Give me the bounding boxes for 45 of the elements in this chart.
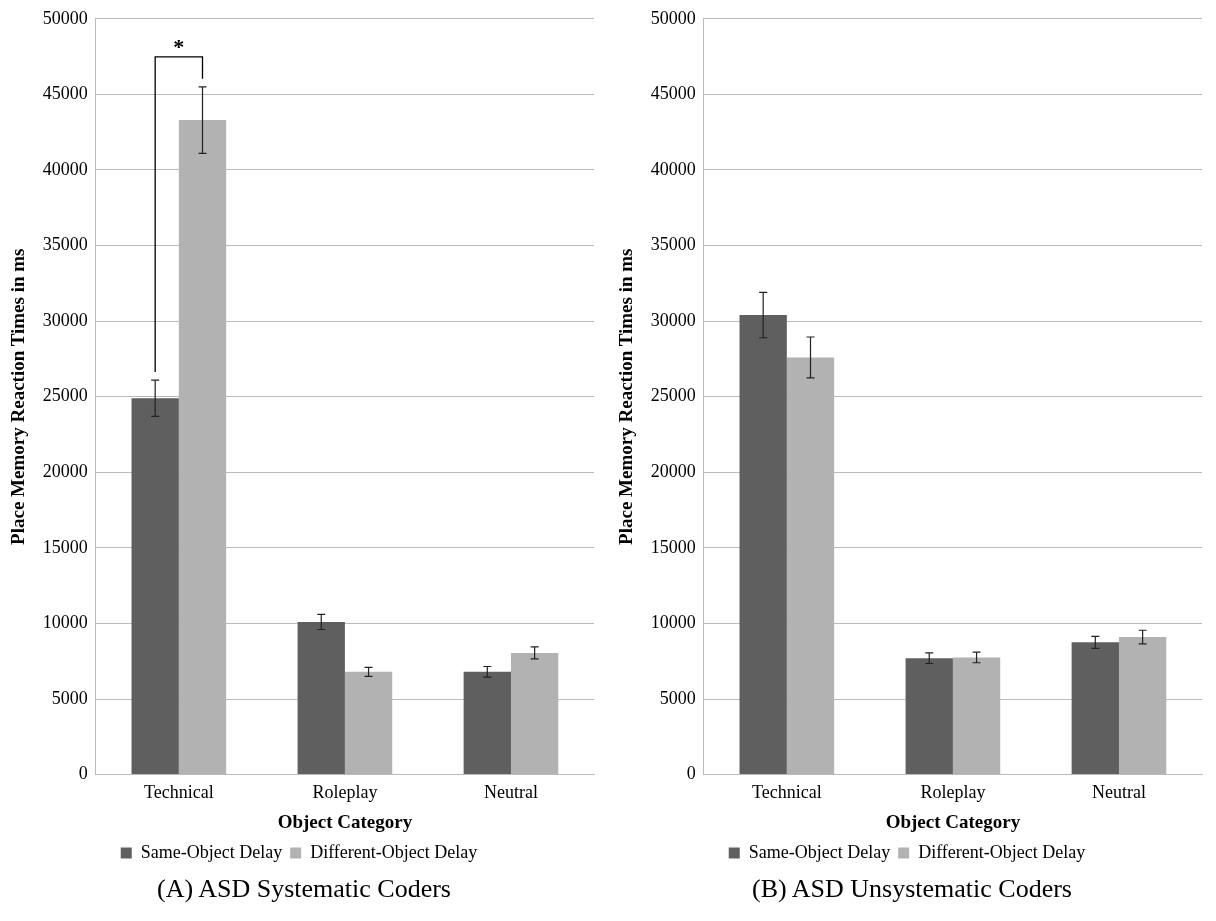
- y-tick-label: 0: [78, 763, 88, 784]
- y-tick-label: 35000: [650, 234, 696, 255]
- x-tick-label: Roleplay: [312, 782, 378, 803]
- y-tick-label: 45000: [42, 83, 88, 104]
- y-tick-label: 50000: [650, 7, 696, 28]
- bar: [463, 671, 511, 775]
- text: (A) ASD Systematic Coders: [156, 874, 452, 904]
- legend-label: Different-Object Delay: [918, 841, 1086, 862]
- y-tick-label: 0: [686, 763, 696, 784]
- bar: [739, 315, 787, 775]
- y-tick-label: 25000: [42, 385, 88, 406]
- y-tick-label: 30000: [42, 309, 88, 330]
- y-tick-label: 15000: [650, 536, 696, 557]
- legend-label: Same-Object Delay: [748, 841, 891, 862]
- y-tick-label: 30000: [650, 309, 696, 330]
- y-tick-label: 20000: [650, 461, 696, 482]
- bar: [131, 398, 179, 775]
- y-tick-label: 40000: [650, 158, 696, 179]
- y-tick-label: 45000: [650, 83, 696, 104]
- y-tick-label: 10000: [42, 612, 88, 633]
- x-tick-label: Technical: [751, 782, 822, 803]
- y-axis-title: Place Memory Reaction Times in ms: [615, 248, 637, 545]
- bar: [297, 621, 345, 775]
- y-axis-title: Place Memory Reaction Times in ms: [7, 248, 29, 545]
- y-tick-label: 40000: [42, 158, 88, 179]
- y-tick-label: 50000: [42, 7, 88, 28]
- x-tick-label: Technical: [143, 782, 214, 803]
- legend-label: Same-Object Delay: [140, 841, 283, 862]
- annotation: *: [173, 33, 185, 59]
- bar: [1071, 642, 1119, 775]
- x-tick-label: Roleplay: [920, 782, 986, 803]
- y-tick-label: 25000: [650, 385, 696, 406]
- x-axis-title: Object Category: [885, 810, 1021, 832]
- x-tick-label: Neutral: [1091, 782, 1146, 803]
- y-tick-label: 35000: [42, 234, 88, 255]
- x-tick-label: Neutral: [483, 782, 538, 803]
- y-tick-label: 15000: [42, 536, 88, 557]
- y-tick-label: 20000: [42, 461, 88, 482]
- y-tick-label: 5000: [51, 687, 88, 708]
- legend-label: Different-Object Delay: [310, 841, 478, 862]
- text: (B) ASD Unsystematic Coders: [751, 874, 1073, 904]
- x-axis-title: Object Category: [277, 810, 413, 832]
- bar: [905, 658, 953, 775]
- y-tick-label: 5000: [659, 687, 696, 708]
- y-tick-label: 10000: [650, 612, 696, 633]
